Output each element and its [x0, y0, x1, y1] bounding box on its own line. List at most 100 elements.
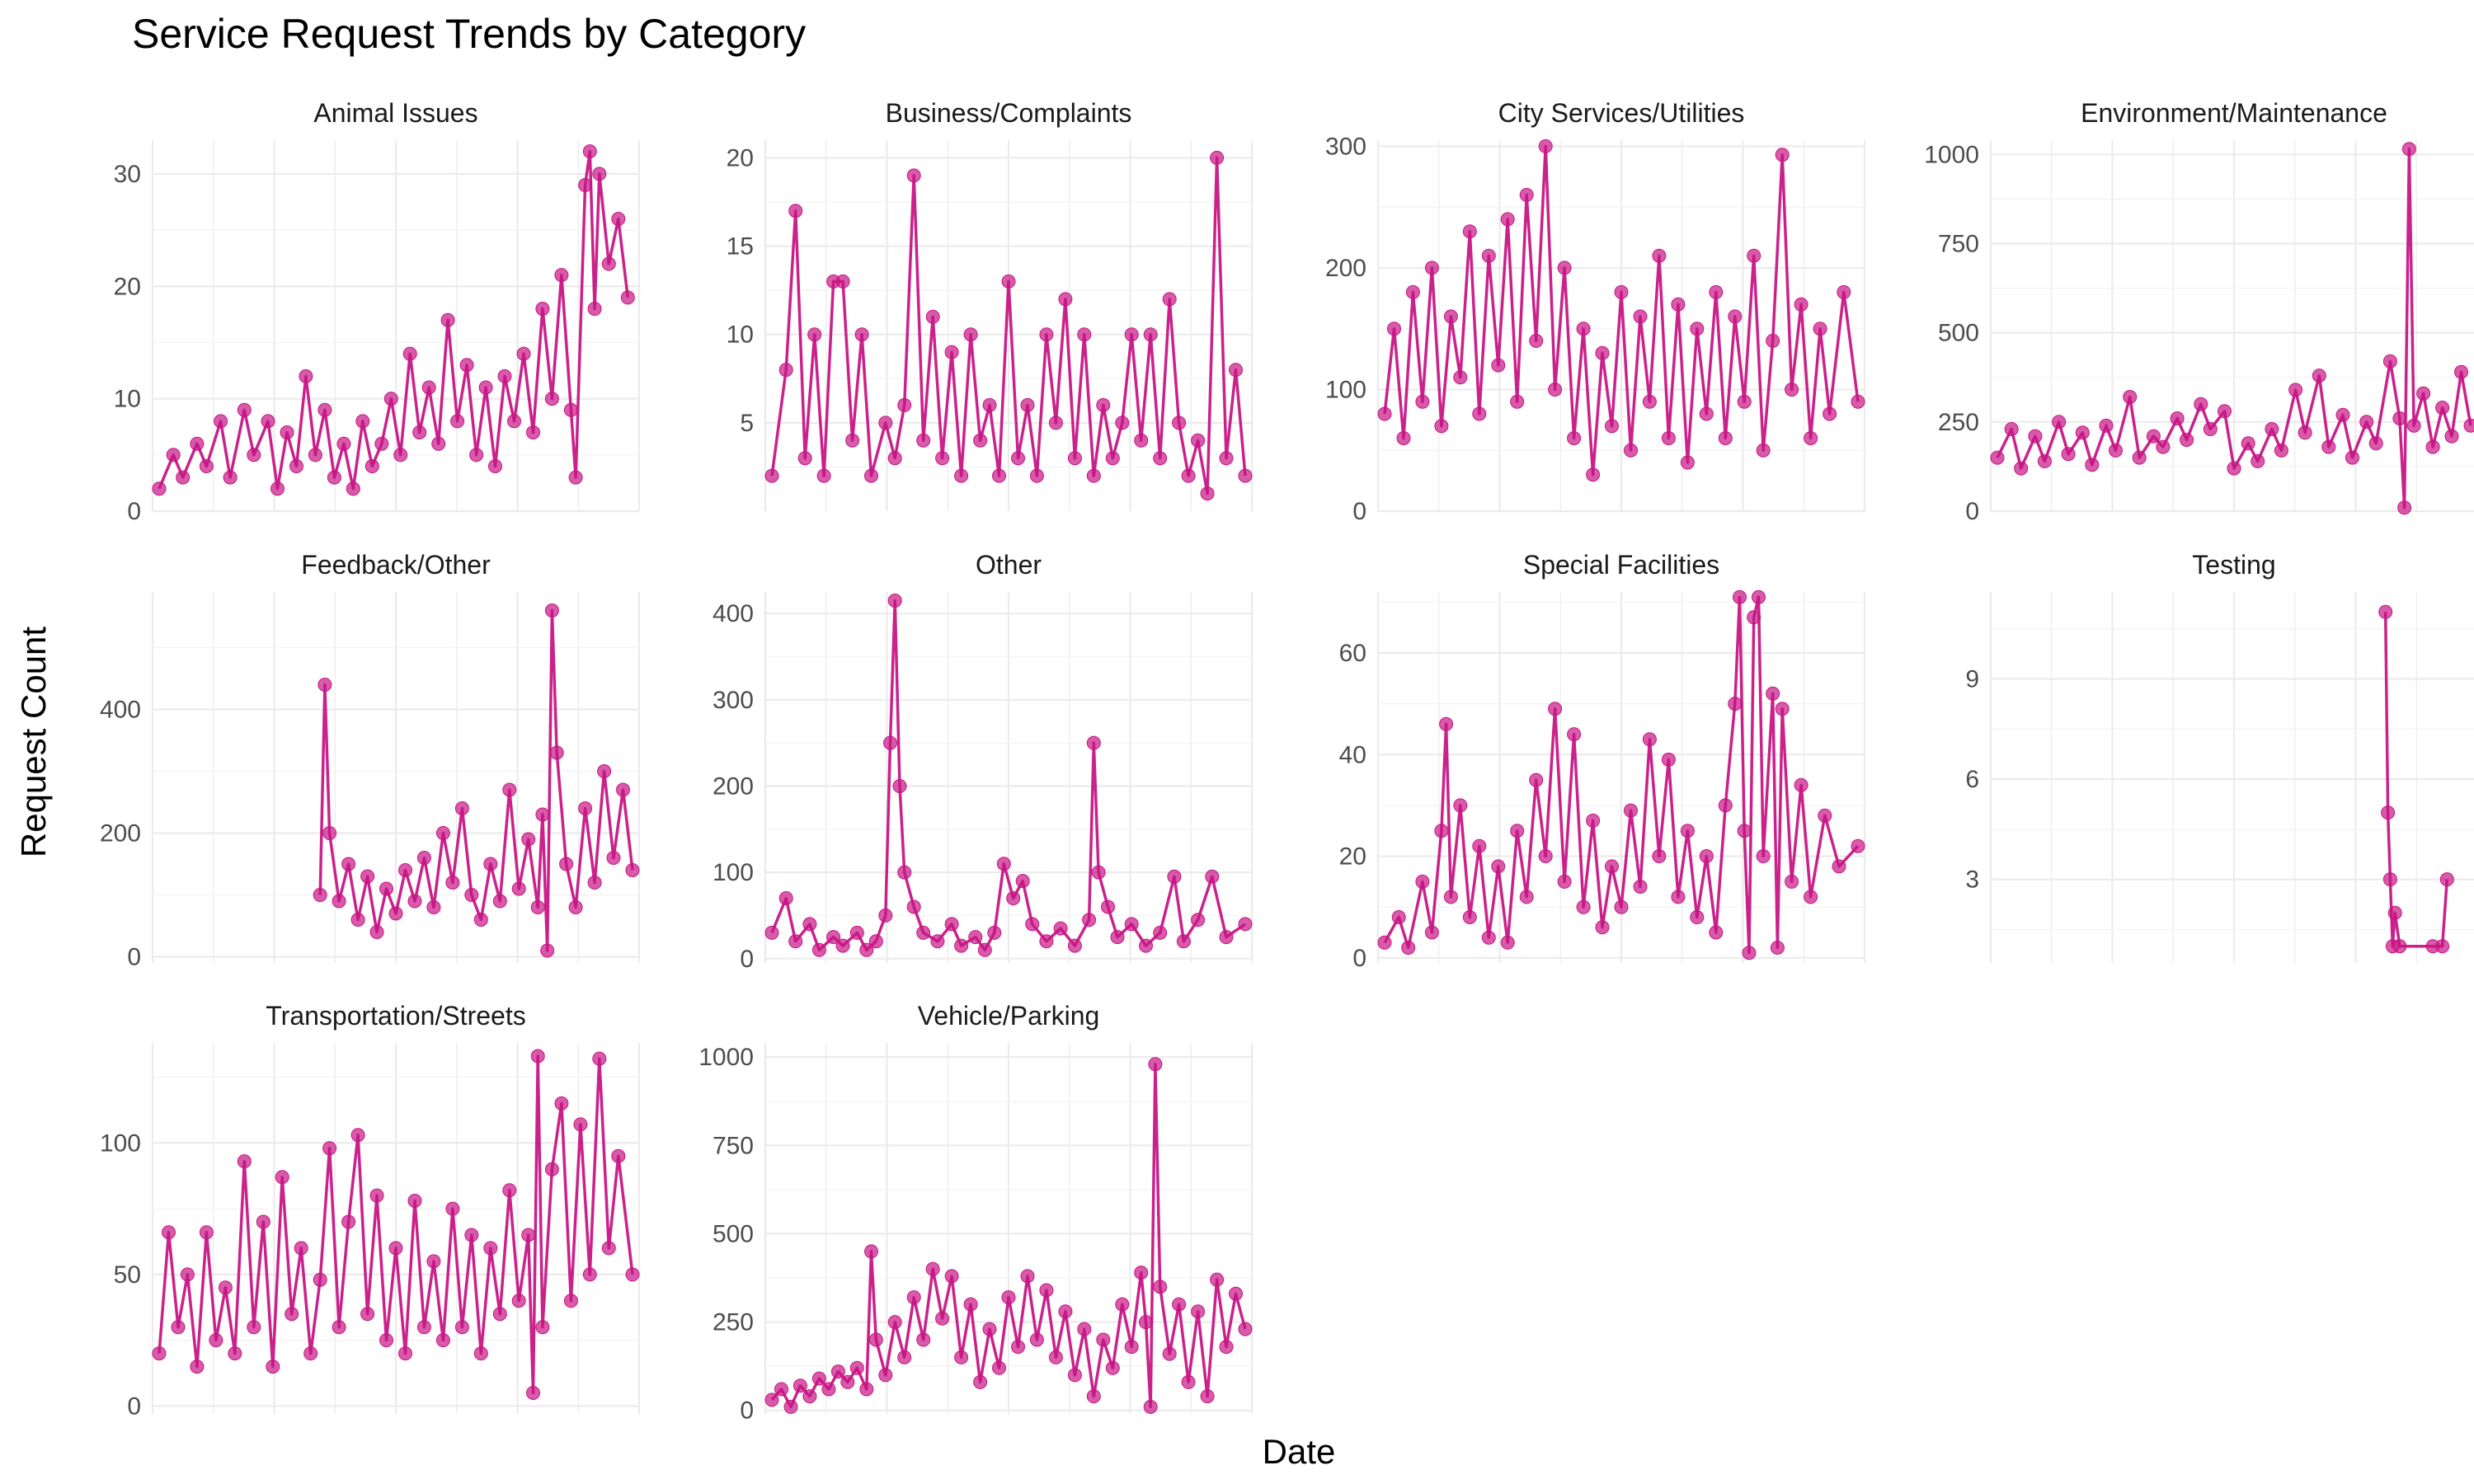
data-point [1105, 451, 1120, 466]
data-point [1462, 910, 1477, 924]
data-point [416, 1320, 431, 1335]
data-point [764, 1392, 779, 1407]
data-point [176, 470, 190, 485]
data-point [1851, 838, 1865, 853]
data-point [592, 1051, 607, 1066]
data-point [1718, 798, 1733, 813]
data-point [270, 481, 285, 496]
data-point [285, 1307, 299, 1322]
data-point [963, 1297, 978, 1312]
data-point [1690, 322, 1705, 336]
data-point [1519, 890, 1534, 904]
data-point [1718, 431, 1733, 445]
panel-city-services-utilities: 0 100 200 300 City Services/Utilities [1325, 98, 1866, 525]
data-point [793, 1378, 807, 1393]
y-tick-label: 100 [100, 1129, 141, 1157]
data-point [1377, 406, 1392, 421]
data-point [435, 826, 450, 840]
data-point [1770, 941, 1785, 955]
data-point [1671, 890, 1686, 904]
data-point [1766, 333, 1780, 348]
y-tick-label: 0 [1352, 498, 1366, 525]
data-point [478, 380, 493, 395]
data-point [1029, 468, 1044, 483]
data-point [1219, 1340, 1234, 1355]
data-point [606, 851, 621, 865]
data-point [1557, 261, 1572, 275]
data-point [559, 857, 574, 871]
data-point [1153, 451, 1168, 466]
data-point [483, 1241, 498, 1256]
data-point [209, 1333, 223, 1348]
data-point [407, 894, 422, 909]
data-point [2435, 939, 2450, 954]
data-point [597, 764, 612, 778]
data-point [897, 397, 912, 412]
data-point [1699, 406, 1714, 421]
data-point [587, 876, 602, 890]
data-point [906, 168, 921, 183]
data-point [1576, 322, 1591, 336]
data-point [1067, 1368, 1082, 1383]
data-point [835, 274, 850, 289]
data-point [625, 863, 640, 877]
data-point [906, 1290, 921, 1305]
data-point [2454, 364, 2468, 379]
data-point [1747, 248, 1761, 263]
data-point [778, 891, 793, 905]
data-point [2425, 439, 2440, 454]
data-point [554, 268, 569, 283]
data-point [2132, 450, 2147, 465]
panel-animal-issues: 0 10 20 30 Animal Issues [114, 98, 641, 525]
data-point [412, 425, 427, 439]
data-point [554, 1096, 569, 1111]
data-point [2156, 439, 2171, 454]
data-point [601, 1241, 616, 1256]
data-point [1680, 455, 1695, 470]
y-tick-label: 0 [740, 946, 754, 973]
data-point [1210, 150, 1225, 165]
data-point [1624, 443, 1638, 458]
data-point [521, 1228, 536, 1242]
data-point [1775, 148, 1790, 162]
data-point [563, 402, 578, 417]
data-point [313, 888, 327, 902]
data-point [2463, 418, 2474, 433]
data-point [454, 1320, 469, 1335]
data-point [788, 934, 803, 949]
panel-transportation-streets: 0 50 100 Transportation/Streets [100, 1001, 641, 1420]
data-point [573, 1117, 588, 1132]
data-point [516, 346, 531, 361]
data-point [1728, 697, 1743, 711]
data-point [944, 917, 959, 932]
data-point [1652, 849, 1667, 863]
data-point [897, 1350, 912, 1364]
data-point [322, 826, 337, 840]
data-point [1210, 1272, 1225, 1287]
data-point [1832, 859, 1846, 874]
data-point [1162, 292, 1177, 307]
data-point [1690, 910, 1705, 924]
data-point [2416, 386, 2431, 401]
data-point [1053, 921, 1068, 936]
data-point [1538, 139, 1553, 153]
data-point [1510, 824, 1525, 838]
data-point [488, 459, 502, 473]
data-point [1453, 370, 1468, 385]
data-point [1086, 468, 1101, 483]
y-tick-label: 0 [127, 1392, 141, 1420]
data-point [1048, 416, 1063, 430]
data-point [247, 448, 261, 463]
data-point [1756, 443, 1771, 458]
data-point [540, 943, 555, 958]
data-point [1401, 941, 1416, 955]
data-point [2180, 433, 2194, 447]
series-line [770, 156, 1247, 495]
y-tick-label: 200 [100, 820, 141, 848]
data-point [1823, 406, 1837, 421]
data-point [925, 309, 940, 324]
data-point [261, 414, 275, 429]
data-point [1405, 284, 1420, 299]
data-point [1077, 327, 1092, 342]
data-point [1124, 327, 1139, 342]
